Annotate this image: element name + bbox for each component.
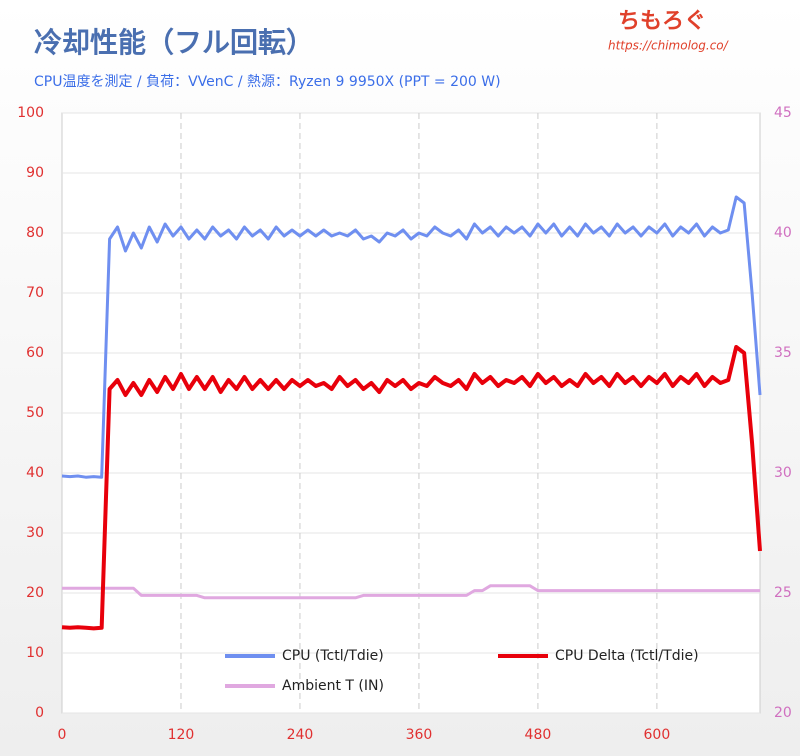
y2-tick-label: 25: [774, 585, 792, 601]
legend-label: CPU (Tctl/Tdie): [282, 648, 384, 664]
y-tick-label: 90: [26, 165, 44, 181]
url: https://chimolog.co/: [608, 39, 730, 53]
y-tick-label: 70: [26, 285, 44, 301]
x-tick-label: 240: [287, 727, 314, 743]
chart-subtitle: CPU温度を測定 / 負荷：VVenC / 熱源：Ryzen 9 9950X (…: [34, 74, 501, 90]
x-tick-label: 480: [525, 727, 552, 743]
y-tick-label: 60: [26, 345, 44, 361]
series-line: [61, 345, 762, 631]
y-tick-label: 100: [17, 105, 44, 121]
chart-title: 冷却性能（フル回転）: [34, 26, 314, 59]
series-line: [62, 584, 760, 600]
x-tick-label: 120: [168, 727, 195, 743]
y2-tick-label: 20: [774, 705, 792, 721]
y-tick-label: 40: [26, 465, 44, 481]
y-tick-label: 30: [26, 525, 44, 541]
y-tick-label: 10: [26, 645, 44, 661]
series-line: [61, 195, 762, 479]
y-tick-label: 50: [26, 405, 44, 421]
y-tick-label: 80: [26, 225, 44, 241]
legend-label: Ambient T (IN): [282, 678, 384, 694]
x-tick-label: 600: [644, 727, 671, 743]
x-tick-label: 0: [58, 727, 67, 743]
x-tick-label: 360: [406, 727, 433, 743]
logo: ちもろぐ: [618, 9, 706, 34]
legend-label: CPU Delta (Tctl/Tdie): [555, 648, 699, 664]
y2-tick-label: 30: [774, 465, 792, 481]
y-tick-label: 20: [26, 585, 44, 601]
y2-tick-label: 35: [774, 345, 792, 361]
y-tick-label: 0: [35, 705, 44, 721]
y2-tick-label: 45: [774, 105, 792, 121]
y2-tick-label: 40: [774, 225, 792, 241]
